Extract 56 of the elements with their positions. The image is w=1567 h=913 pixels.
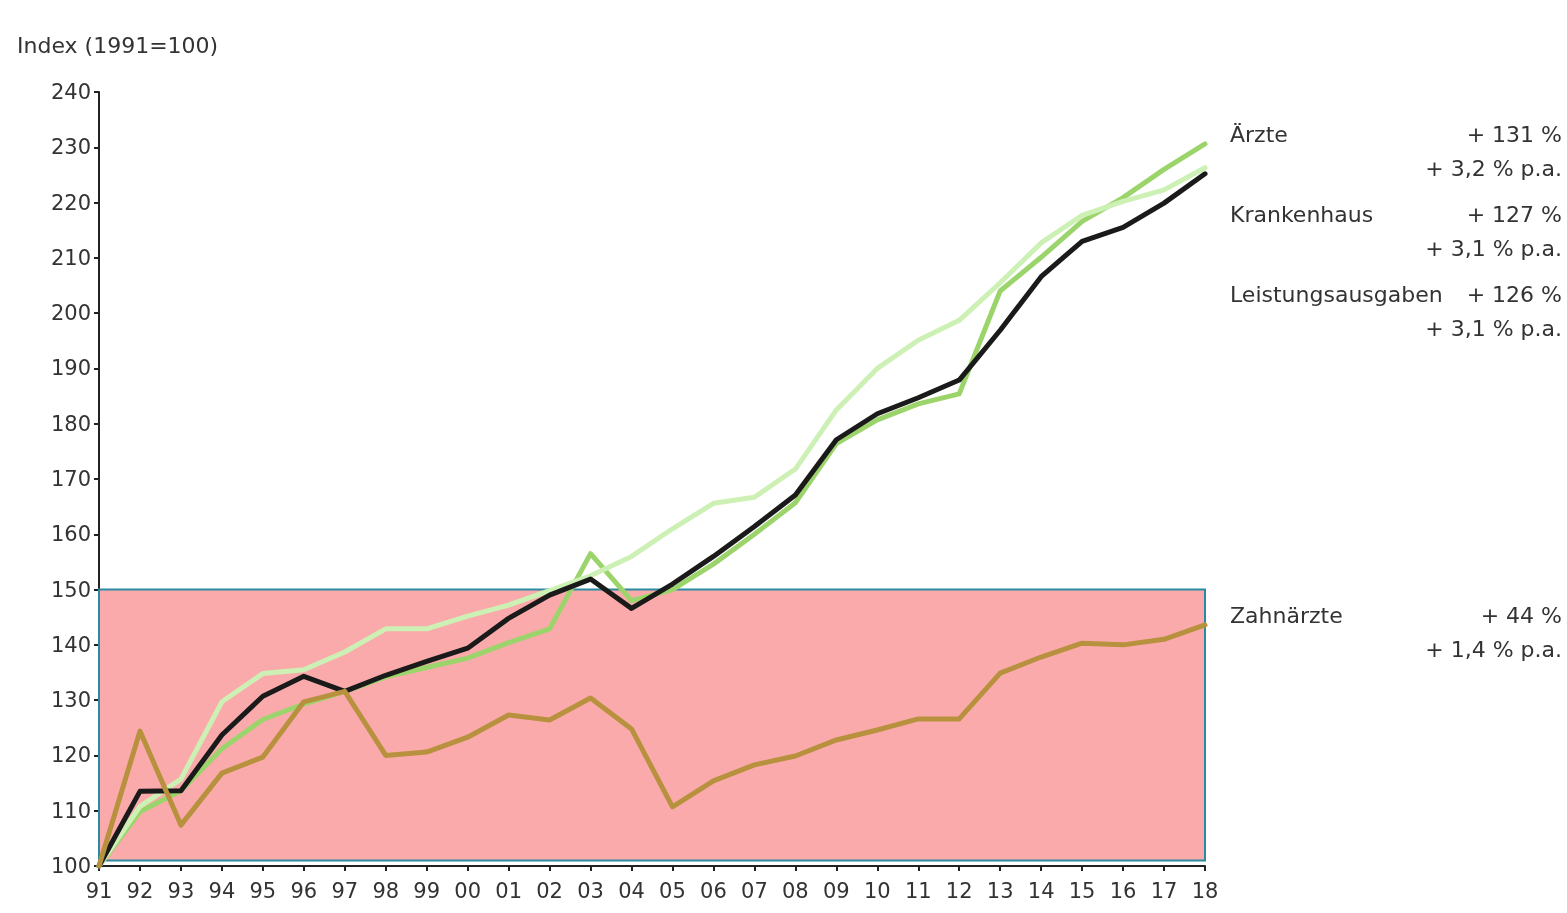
text: Leistungsausgaben: [1230, 282, 1443, 308]
x-tick-label: 08: [782, 878, 809, 903]
text: + 1,4 % p.a.: [1425, 637, 1562, 663]
x-tick-label: 96: [290, 878, 318, 903]
x-tick-label: 97: [331, 878, 359, 903]
y-tick-label: 120: [50, 743, 91, 768]
text: + 126 %: [1466, 282, 1562, 308]
text: + 3,2 % p.a.: [1425, 156, 1562, 182]
x-tick-label: 92: [126, 878, 154, 903]
text: + 3,1 % p.a.: [1425, 316, 1562, 342]
text: + 44 %: [1480, 603, 1562, 629]
x-tick-label: 16: [1109, 878, 1137, 903]
x-tick-label: 05: [659, 878, 686, 903]
x-tick-label: 99: [413, 878, 441, 903]
y-tick-label: 210: [50, 245, 91, 270]
y-tick-label: 100: [50, 854, 91, 878]
text: + 131 %: [1466, 122, 1562, 148]
x-tick-label: 10: [863, 878, 891, 903]
series-label: Krankenhaus: [1230, 202, 1374, 228]
x-tick-label: 93: [167, 878, 195, 903]
x-tick-label: 06: [700, 878, 727, 903]
y-tick-label: 110: [50, 798, 91, 823]
text: + 127 %: [1466, 202, 1562, 228]
x-tick-label: 94: [208, 878, 236, 903]
x-tick-label: 09: [822, 878, 850, 903]
x-tick-label: 98: [372, 878, 400, 903]
x-tick-label: 91: [85, 878, 113, 903]
text: + 3,1 % p.a.: [1425, 236, 1562, 262]
x-tick-label: 03: [577, 878, 604, 903]
x-tick-label: 95: [249, 878, 277, 903]
y-tick-label: 170: [50, 467, 91, 491]
y-tick-label: 200: [50, 301, 91, 326]
series-label: Ärzte: [1230, 122, 1288, 148]
y-tick-label: 190: [50, 356, 91, 381]
x-tick-label: 02: [536, 878, 563, 903]
x-tick-label: 00: [454, 878, 482, 903]
x-tick-label: 01: [495, 878, 522, 903]
y-axis-title: Index (1991=100): [17, 32, 219, 58]
x-tick-label: 04: [618, 878, 645, 903]
series-label: Zahnärzte: [1230, 603, 1343, 629]
x-tick-label: 12: [945, 878, 973, 903]
x-tick-label: 18: [1191, 878, 1219, 903]
y-tick-label: 130: [50, 688, 91, 713]
y-tick-label: 220: [50, 190, 91, 215]
y-tick-label: 150: [50, 577, 91, 602]
x-tick-label: 07: [741, 878, 768, 903]
x-tick-label: 14: [1027, 878, 1055, 903]
x-tick-label: 13: [986, 878, 1014, 903]
y-tick-label: 180: [50, 411, 91, 436]
y-tick-label: 160: [50, 522, 91, 547]
x-tick-label: 15: [1068, 878, 1096, 903]
x-tick-label: 17: [1150, 878, 1178, 903]
x-tick-label: 11: [904, 878, 932, 903]
y-tick-label: 230: [50, 135, 91, 160]
y-tick-label: 140: [50, 632, 91, 657]
y-tick-label: 240: [50, 80, 91, 104]
